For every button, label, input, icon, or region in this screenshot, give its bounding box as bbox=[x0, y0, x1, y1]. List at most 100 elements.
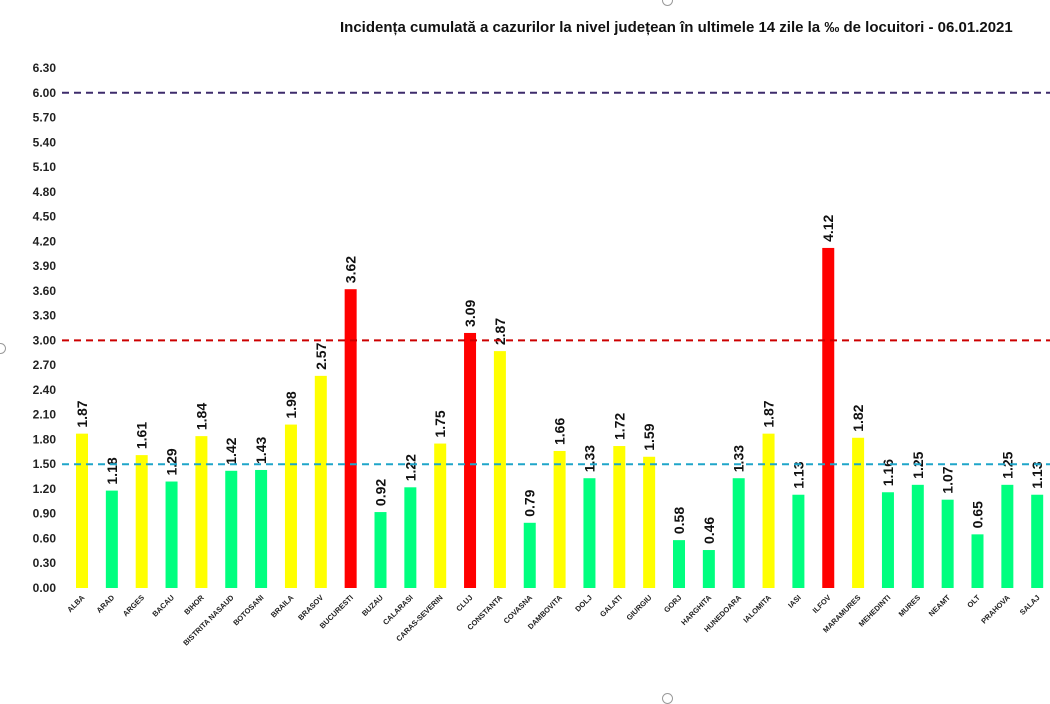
bar[interactable] bbox=[165, 481, 178, 588]
data-label: 1.84 bbox=[193, 403, 209, 430]
x-tick-label: IASI bbox=[786, 593, 803, 610]
x-tick-label: SALAJ bbox=[1018, 593, 1042, 617]
y-tick-label: 2.70 bbox=[33, 358, 57, 372]
bar[interactable] bbox=[523, 522, 536, 588]
bar[interactable] bbox=[344, 289, 357, 588]
y-tick-label: 3.60 bbox=[33, 284, 57, 298]
bar[interactable] bbox=[941, 499, 954, 588]
bar[interactable] bbox=[732, 478, 745, 588]
data-label: 1.72 bbox=[611, 413, 627, 440]
data-label: 3.62 bbox=[343, 256, 359, 283]
bar[interactable] bbox=[852, 437, 865, 588]
x-tick-label: DOLJ bbox=[573, 593, 594, 614]
x-tick-label: ARGES bbox=[121, 593, 146, 618]
data-label: 0.92 bbox=[373, 479, 389, 506]
y-tick-label: 6.30 bbox=[33, 61, 57, 75]
data-label: 0.46 bbox=[701, 517, 717, 544]
data-label: 1.13 bbox=[790, 461, 806, 488]
bar[interactable] bbox=[284, 424, 297, 588]
x-tick-label: BOTOSANI bbox=[231, 593, 265, 627]
x-tick-label: BISTRITA NASAUD bbox=[181, 593, 236, 648]
y-tick-label: 4.50 bbox=[33, 210, 57, 224]
data-label: 0.58 bbox=[671, 507, 687, 534]
x-tick-label: BUZAU bbox=[360, 593, 385, 618]
x-tick-label: ILFOV bbox=[811, 593, 833, 615]
y-tick-label: 4.20 bbox=[33, 234, 57, 248]
y-tick-label: 0.90 bbox=[33, 507, 57, 521]
x-tick-label: OLT bbox=[965, 593, 982, 610]
bar[interactable] bbox=[1031, 494, 1044, 588]
data-label: 1.07 bbox=[940, 466, 956, 493]
y-tick-label: 2.10 bbox=[33, 408, 57, 422]
bar[interactable] bbox=[673, 540, 685, 588]
x-tick-label: CLUJ bbox=[454, 593, 474, 613]
bar[interactable] bbox=[135, 455, 148, 588]
data-label: 1.33 bbox=[731, 445, 747, 472]
bar[interactable] bbox=[911, 484, 924, 588]
bar[interactable] bbox=[314, 375, 327, 588]
x-tick-label: MURES bbox=[897, 593, 923, 619]
bar[interactable] bbox=[702, 550, 715, 588]
bar[interactable] bbox=[643, 456, 656, 588]
y-tick-label: 0.60 bbox=[33, 531, 57, 545]
x-tick-label: GALATI bbox=[598, 593, 624, 619]
x-tick-label: ARAD bbox=[95, 593, 117, 615]
data-label: 4.12 bbox=[820, 214, 836, 241]
y-tick-label: 5.10 bbox=[33, 160, 57, 174]
bar[interactable] bbox=[195, 436, 208, 588]
data-label: 1.29 bbox=[164, 448, 180, 475]
data-label: 0.65 bbox=[970, 501, 986, 528]
x-tick-label: BRASOV bbox=[296, 593, 325, 622]
bar[interactable] bbox=[613, 446, 626, 588]
data-label: 1.33 bbox=[581, 445, 597, 472]
data-label: 1.87 bbox=[74, 400, 90, 427]
y-tick-label: 1.20 bbox=[33, 482, 57, 496]
bar[interactable] bbox=[76, 433, 88, 588]
bar[interactable] bbox=[464, 332, 477, 588]
bar[interactable] bbox=[583, 478, 596, 588]
bar[interactable] bbox=[105, 490, 118, 588]
x-tick-label: NEAMT bbox=[927, 593, 953, 619]
bar[interactable] bbox=[225, 470, 238, 588]
data-label: 3.09 bbox=[462, 299, 478, 326]
data-label: 1.66 bbox=[552, 418, 568, 445]
bar[interactable] bbox=[971, 534, 984, 588]
y-tick-label: 3.90 bbox=[33, 259, 57, 273]
data-label: 1.13 bbox=[1029, 461, 1045, 488]
data-label: 1.59 bbox=[641, 423, 657, 450]
bar[interactable] bbox=[553, 450, 566, 588]
resize-handle-bottom[interactable] bbox=[662, 693, 673, 704]
data-label: 1.98 bbox=[283, 391, 299, 418]
y-tick-label: 1.80 bbox=[33, 432, 57, 446]
chart-title: Incidența cumulată a cazurilor la nivel … bbox=[340, 19, 1013, 36]
x-tick-label: ALBA bbox=[65, 593, 87, 615]
bar[interactable] bbox=[404, 487, 417, 588]
data-label: 1.43 bbox=[253, 437, 269, 464]
bar[interactable] bbox=[374, 512, 387, 588]
data-label: 1.82 bbox=[850, 404, 866, 431]
data-label: 1.18 bbox=[104, 457, 120, 484]
bar[interactable] bbox=[1001, 484, 1014, 588]
bar[interactable] bbox=[493, 351, 506, 588]
bar[interactable] bbox=[822, 247, 835, 588]
y-tick-label: 0.00 bbox=[33, 581, 57, 595]
y-tick-label: 5.40 bbox=[33, 135, 57, 149]
bar[interactable] bbox=[792, 494, 805, 588]
data-label: 1.42 bbox=[223, 437, 239, 464]
x-tick-label: BRAILA bbox=[269, 593, 296, 620]
bar[interactable] bbox=[434, 443, 447, 588]
data-label: 2.87 bbox=[492, 318, 508, 345]
data-label: 1.87 bbox=[761, 400, 777, 427]
y-tick-label: 5.70 bbox=[33, 111, 57, 125]
x-tick-label: BIHOR bbox=[182, 593, 206, 617]
data-label: 1.25 bbox=[999, 451, 1015, 478]
bar[interactable] bbox=[881, 492, 894, 588]
y-tick-label: 3.00 bbox=[33, 333, 57, 347]
y-tick-label: 1.50 bbox=[33, 457, 57, 471]
data-label: 1.16 bbox=[880, 459, 896, 486]
data-label: 2.57 bbox=[313, 342, 329, 369]
bar[interactable] bbox=[255, 469, 268, 588]
x-tick-label: MEHEDINTI bbox=[857, 593, 893, 629]
bar[interactable] bbox=[762, 433, 775, 588]
